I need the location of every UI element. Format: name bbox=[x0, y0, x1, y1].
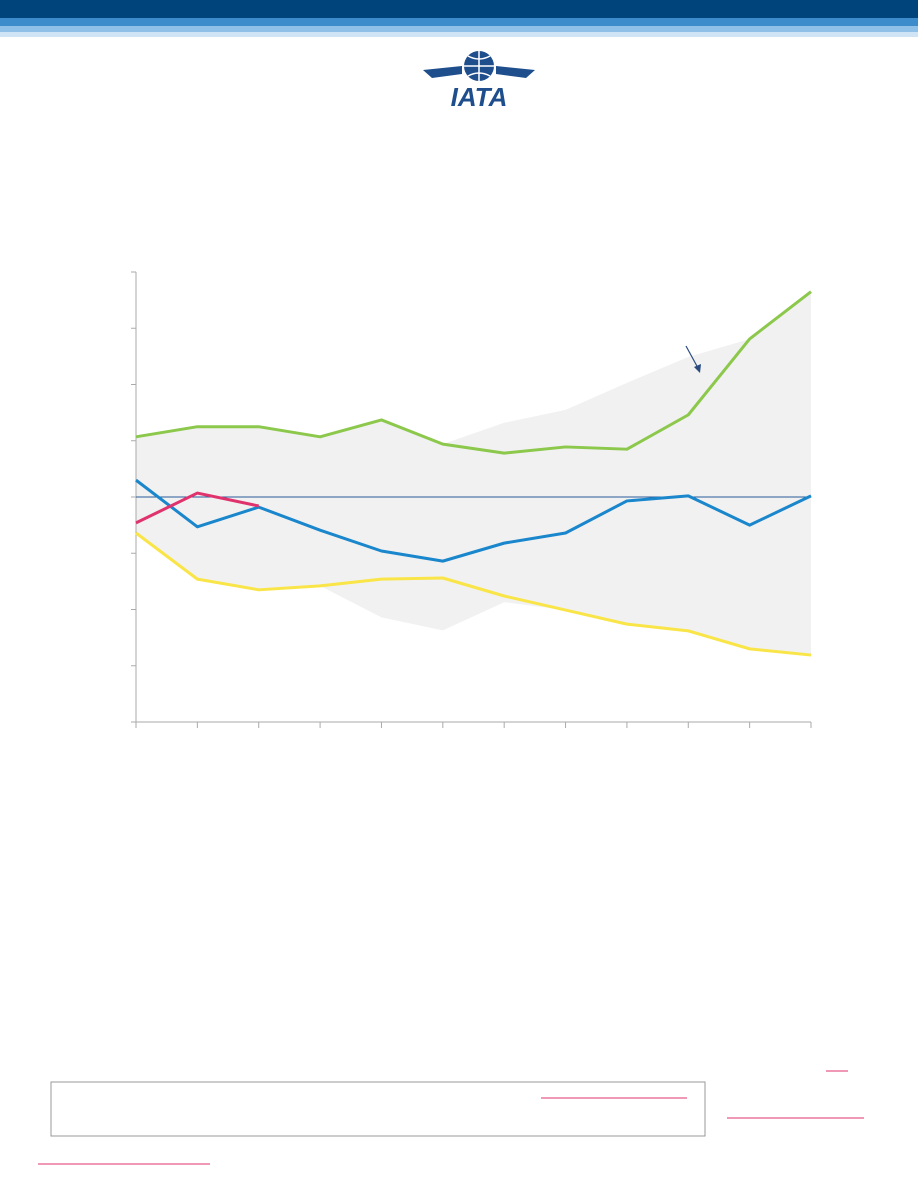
series-line bbox=[135, 531, 812, 657]
logo-text: IATA bbox=[451, 82, 508, 112]
logo: IATA bbox=[423, 51, 535, 112]
range-band bbox=[136, 291, 811, 656]
series-line bbox=[135, 478, 812, 563]
header-bar bbox=[0, 26, 918, 32]
series-line bbox=[135, 290, 812, 455]
header-bar bbox=[0, 0, 918, 18]
series-line bbox=[135, 491, 260, 525]
annotation-arrow-head bbox=[694, 364, 701, 373]
header-bar bbox=[0, 32, 918, 37]
note-box bbox=[50, 1081, 706, 1137]
annotation-arrow bbox=[685, 345, 699, 369]
header-bar bbox=[0, 18, 918, 26]
chart bbox=[131, 271, 812, 728]
